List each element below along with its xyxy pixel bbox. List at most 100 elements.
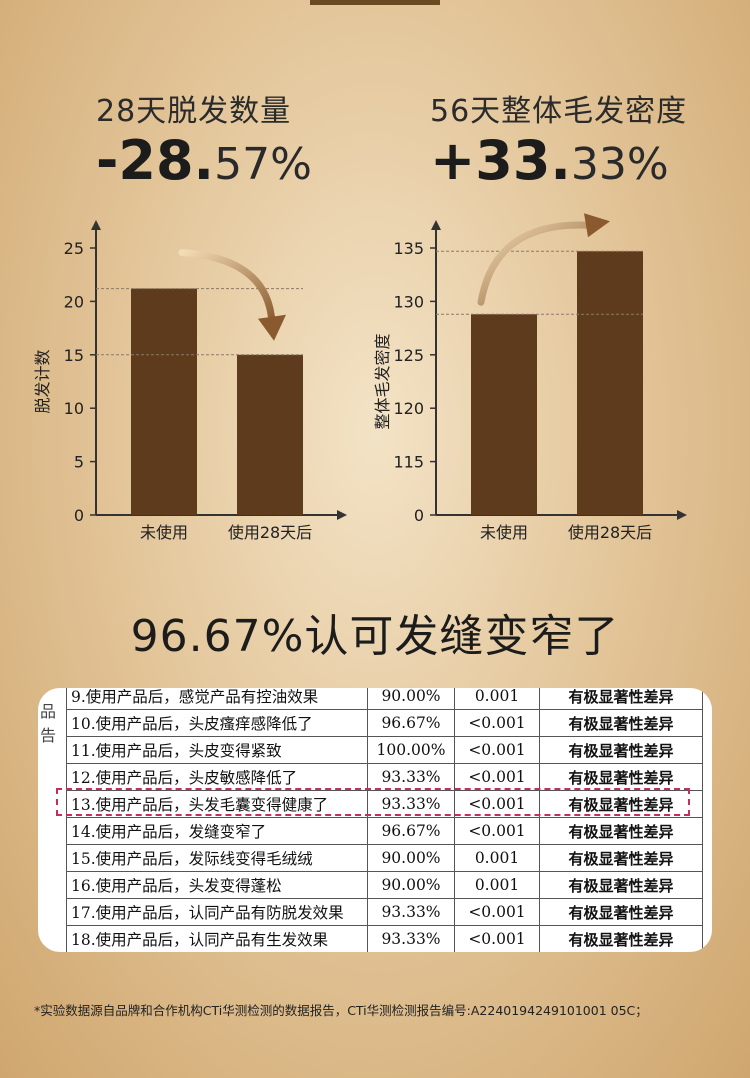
row-pvalue: <0.001 bbox=[454, 790, 540, 818]
row-significance: 有极显著性差异 bbox=[539, 817, 703, 845]
row-pvalue: <0.001 bbox=[454, 709, 540, 737]
y-axis-label: 脱发计数 bbox=[33, 349, 52, 413]
row-item: 12.使用产品后，头皮敏感降低了 bbox=[66, 763, 368, 791]
stat-hair-density-int: +33. bbox=[430, 129, 571, 192]
footnote: *实验数据源自品牌和合作机构CTi华测检测的数据报告，CTi华测检测报告编号:A… bbox=[34, 1003, 648, 1018]
report-table: 9.使用产品后，感觉产品有控油效果 90.00% 0.001 有极显著性差异 10.使用… bbox=[66, 688, 703, 952]
row-significance: 有极显著性差异 bbox=[539, 844, 703, 872]
row-percent: 96.67% bbox=[367, 817, 455, 845]
stat-hair-density: 56天整体毛发密度 +33.33% bbox=[430, 86, 687, 188]
x-axis-arrow bbox=[677, 510, 687, 520]
row-pvalue: <0.001 bbox=[454, 817, 540, 845]
row-significance: 有极显著性差异 bbox=[539, 898, 703, 926]
row-significance: 有极显著性差异 bbox=[539, 925, 703, 952]
stat-hair-loss-dec: 57% bbox=[214, 139, 312, 190]
x-tick-label: 未使用 bbox=[140, 523, 188, 542]
side-char-1: 品 bbox=[40, 702, 57, 721]
row-item: 14.使用产品后，发缝变窄了 bbox=[66, 817, 368, 845]
approval-heading: 96.67%认可发缝变窄了 bbox=[130, 611, 620, 662]
row-item: 16.使用产品后，头发变得蓬松 bbox=[66, 871, 368, 899]
row-percent: 93.33% bbox=[367, 925, 455, 952]
y-axis-arrow bbox=[431, 220, 441, 230]
row-significance: 有极显著性差异 bbox=[539, 709, 703, 737]
stat-hair-density-label: 56天整体毛发密度 bbox=[430, 94, 688, 129]
stat-hair-loss: 28天脱发数量 -28.57% bbox=[96, 86, 312, 188]
row-significance: 有极显著性差异 bbox=[539, 790, 703, 818]
row-item: 18.使用产品后，认同产品有生发效果 bbox=[66, 925, 368, 952]
row-percent: 100.00% bbox=[367, 736, 455, 764]
table-row: 11.使用产品后，头皮变得紧致 100.00% <0.001 有极显著性差异 bbox=[66, 736, 703, 764]
table-row: 13.使用产品后，头发毛囊变得健康了 93.33% <0.001 有极显著性差异 bbox=[66, 790, 703, 818]
stat-hair-density-value: +33.33% bbox=[430, 134, 687, 188]
table-row: 10.使用产品后，头皮瘙痒感降低了 96.67% <0.001 有极显著性差异 bbox=[66, 709, 703, 737]
x-axis-arrow bbox=[337, 510, 347, 520]
table-row: 14.使用产品后，发缝变窄了 96.67% <0.001 有极显著性差异 bbox=[66, 817, 703, 845]
table-row: 15.使用产品后，发际线变得毛绒绒 90.00% 0.001 有极显著性差异 bbox=[66, 844, 703, 872]
x-tick-label: 使用28天后 bbox=[568, 523, 652, 542]
top-bar-decoration bbox=[310, 0, 440, 5]
y-tick-label: 10 bbox=[64, 399, 84, 418]
row-pvalue: 0.001 bbox=[454, 844, 540, 872]
row-percent: 93.33% bbox=[367, 763, 455, 791]
row-item: 15.使用产品后，发际线变得毛绒绒 bbox=[66, 844, 368, 872]
row-pvalue: <0.001 bbox=[454, 925, 540, 952]
row-percent: 93.33% bbox=[367, 898, 455, 926]
x-tick-label: 使用28天后 bbox=[228, 523, 312, 542]
row-item: 13.使用产品后，头发毛囊变得健康了 bbox=[66, 790, 368, 818]
row-significance: 有极显著性差异 bbox=[539, 871, 703, 899]
trend-arrow-up-icon bbox=[477, 221, 592, 306]
y-axis-arrow bbox=[91, 220, 101, 230]
row-percent: 90.00% bbox=[367, 844, 455, 872]
table-row: 17.使用产品后，认同产品有防脱发效果 93.33% <0.001 有极显著性差异 bbox=[66, 898, 703, 926]
table-row: 18.使用产品后，认同产品有生发效果 93.33% <0.001 有极显著性差异 bbox=[66, 925, 703, 952]
bar-1 bbox=[471, 314, 537, 515]
stat-hair-density-dec: 33% bbox=[570, 139, 669, 190]
y-tick-label: 20 bbox=[64, 292, 84, 311]
y-axis-label: 整体毛发密度 bbox=[373, 333, 392, 429]
y-tick-label: 5 bbox=[74, 453, 84, 472]
bar-2 bbox=[237, 354, 303, 515]
row-percent: 93.33% bbox=[367, 790, 455, 818]
bar-1 bbox=[131, 288, 197, 515]
trend-arrowhead-icon bbox=[258, 314, 286, 341]
highlight-row-frame bbox=[56, 788, 690, 816]
x-tick-label: 未使用 bbox=[480, 523, 528, 542]
row-pvalue: 0.001 bbox=[454, 688, 540, 710]
trend-arrow-down-icon bbox=[178, 249, 276, 327]
row-pvalue: <0.001 bbox=[454, 736, 540, 764]
table-row: 16.使用产品后，头发变得蓬松 90.00% 0.001 有极显著性差异 bbox=[66, 871, 703, 899]
row-significance: 有极显著性差异 bbox=[539, 688, 703, 710]
y-tick-label: 0 bbox=[74, 506, 84, 525]
row-item: 9.使用产品后，感觉产品有控油效果 bbox=[66, 688, 368, 710]
y-tick-label: 0 bbox=[414, 506, 424, 525]
trend-arrowhead-icon bbox=[584, 213, 610, 238]
stat-hair-loss-value: -28.57% bbox=[96, 134, 312, 188]
y-tick-label: 130 bbox=[393, 292, 424, 311]
stat-hair-loss-label: 28天脱发数量 bbox=[96, 94, 292, 129]
row-percent: 90.00% bbox=[367, 871, 455, 899]
y-tick-label: 135 bbox=[393, 239, 424, 258]
row-item: 10.使用产品后，头皮瘙痒感降低了 bbox=[66, 709, 368, 737]
row-pvalue: 0.001 bbox=[454, 871, 540, 899]
table-row: 12.使用产品后，头皮敏感降低了 93.33% <0.001 有极显著性差异 bbox=[66, 763, 703, 791]
bar-2 bbox=[577, 251, 643, 516]
row-pvalue: <0.001 bbox=[454, 763, 540, 791]
report-table-card: 品 告 9.使用产品后，感觉产品有控油效果 90.00% 0.001 有极显著性差异 1… bbox=[38, 688, 712, 952]
row-pvalue: <0.001 bbox=[454, 898, 540, 926]
side-char-2: 告 bbox=[40, 726, 57, 745]
y-tick-label: 25 bbox=[64, 239, 84, 258]
row-percent: 96.67% bbox=[367, 709, 455, 737]
row-significance: 有极显著性差异 bbox=[539, 763, 703, 791]
stat-hair-loss-int: -28. bbox=[96, 129, 215, 192]
row-significance: 有极显著性差异 bbox=[539, 736, 703, 764]
row-percent: 90.00% bbox=[367, 688, 455, 710]
y-tick-label: 15 bbox=[64, 346, 84, 365]
row-item: 11.使用产品后，头皮变得紧致 bbox=[66, 736, 368, 764]
y-tick-label: 125 bbox=[393, 346, 424, 365]
y-tick-label: 115 bbox=[393, 453, 424, 472]
y-tick-label: 120 bbox=[393, 399, 424, 418]
row-item: 17.使用产品后，认同产品有防脱发效果 bbox=[66, 898, 368, 926]
table-row: 9.使用产品后，感觉产品有控油效果 90.00% 0.001 有极显著性差异 bbox=[66, 688, 703, 710]
